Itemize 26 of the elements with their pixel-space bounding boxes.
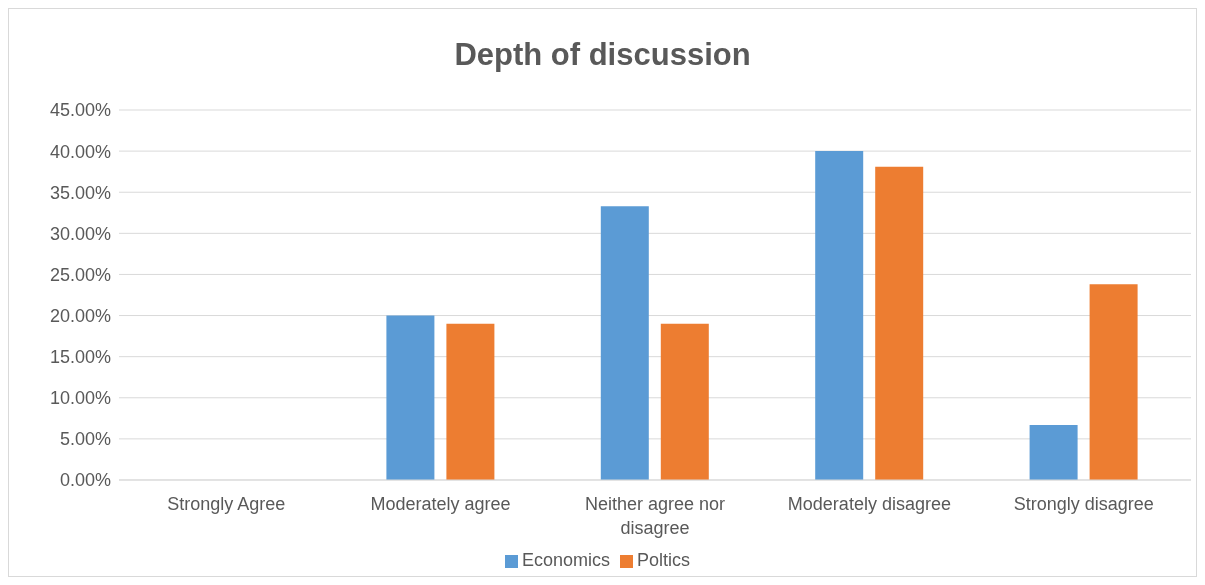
bar [600,206,649,480]
bar [1089,284,1138,480]
chart-title: Depth of discussion [453,36,752,72]
x-tick-label: Moderately agree [370,494,511,514]
x-tick-label: Strongly Agree [167,494,286,514]
bar [1029,424,1078,480]
x-tick-label: Strongly disagree [1013,494,1154,514]
x-tick-label: Moderately disagree [787,494,951,514]
y-tick-label: 45.00% [49,100,111,121]
y-tick-label: 35.00% [49,182,111,203]
bar [386,315,435,480]
y-tick-label: 30.00% [49,223,111,244]
legend-label: Poltics [637,550,691,570]
y-tick-label: 20.00% [49,305,111,326]
bar [875,166,924,480]
x-tick-label: Neither agree nor disagree [584,494,726,538]
bar [660,323,709,480]
bar [815,151,864,480]
legend-label: Economics [521,550,610,570]
y-tick-label: 0.00% [59,470,111,491]
y-tick-label: 15.00% [49,347,111,368]
y-tick-label: 10.00% [49,388,111,409]
bar [446,323,495,480]
y-tick-label: 5.00% [59,429,111,450]
y-tick-label: 40.00% [49,141,111,162]
y-tick-label: 25.00% [49,264,111,285]
